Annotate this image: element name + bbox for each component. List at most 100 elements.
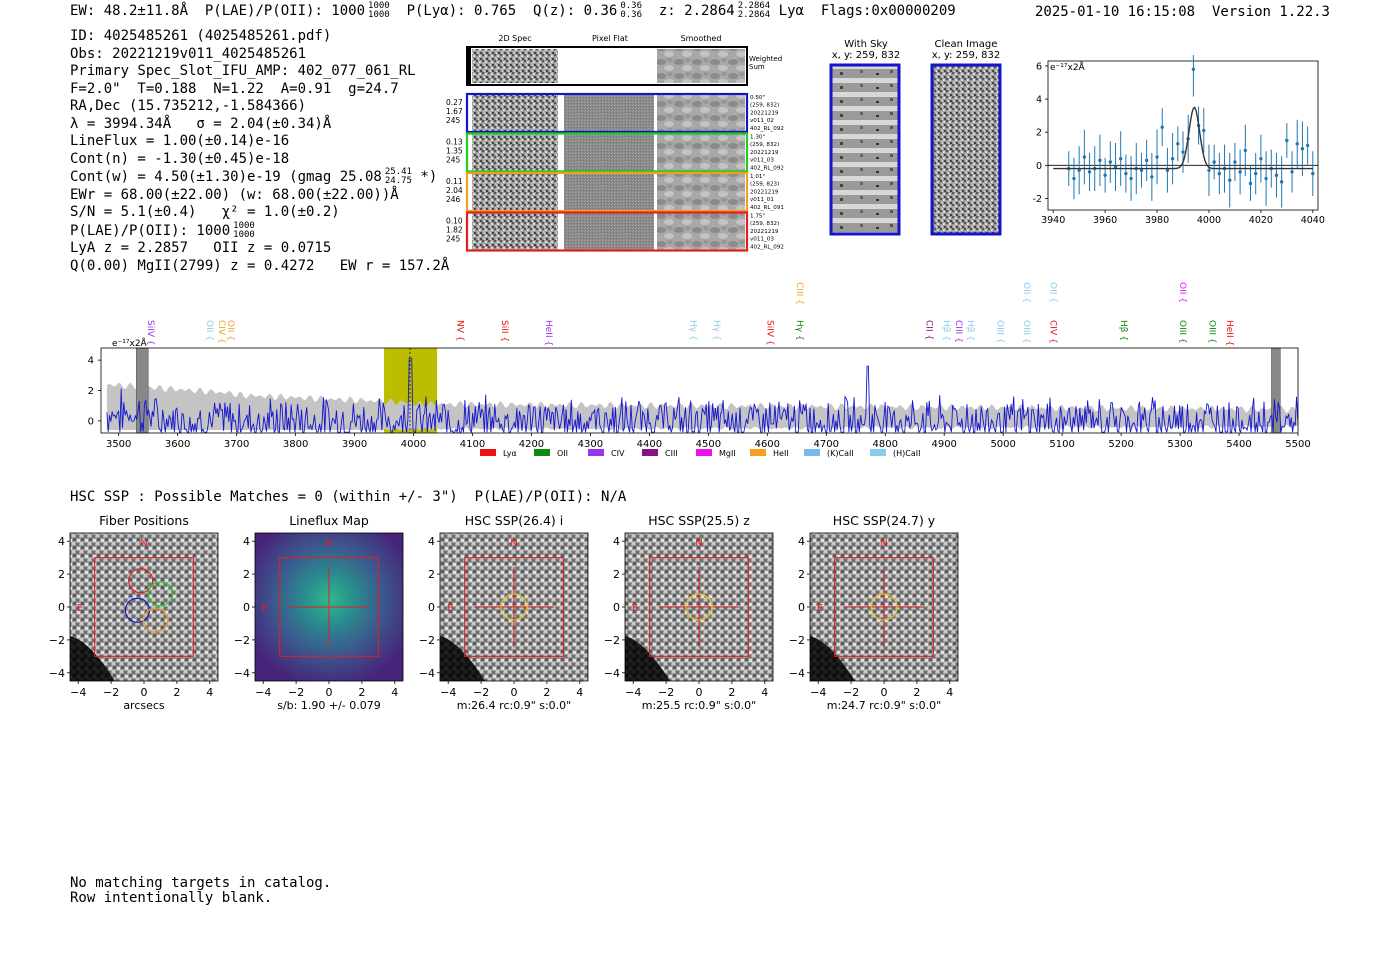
- spec-line-label-text: OIII {: [1021, 320, 1031, 344]
- hsc-xtick-label: −4: [440, 686, 456, 699]
- footer-line-2: Row intentionally blank.: [70, 890, 273, 906]
- with-sky-coords: x, y: 259, 832: [832, 50, 901, 61]
- spec-line-label: CIV {: [1047, 320, 1057, 344]
- spec-line-label: OIII {: [1021, 320, 1031, 344]
- zoom-xtick-label: 4020: [1249, 215, 1273, 226]
- hsc-panel-sub: m:24.7 rc:0.9" s:0.0": [827, 699, 942, 712]
- hsc-panel: HSC SSP(26.4) i N E 4 2 0 −2 −4 −4 −2 0 2 4 m:26.4 rc…: [419, 513, 589, 712]
- hsc-aperture: [500, 593, 528, 621]
- info-obs: Obs: 20221219v011_4025485261: [70, 45, 307, 62]
- hsc-ytick-label: −2: [49, 634, 65, 647]
- hsc-xtick-label: −4: [70, 686, 86, 699]
- cutout-row-frame: [465, 132, 749, 173]
- info-plae-frac: 1000 1000: [233, 220, 255, 240]
- cutout-2dspec: [472, 213, 558, 250]
- spec-line-label: Hβ {: [1118, 320, 1128, 341]
- spec-line-label-text: OII {: [1021, 282, 1031, 303]
- spec-line-label: HeII {: [1224, 320, 1234, 346]
- zoom-ytick-label: 6: [1036, 61, 1042, 72]
- clean-coords: x, y: 259, 832: [932, 50, 1001, 61]
- hsc-xtick-label: −2: [843, 686, 859, 699]
- flags-text: Flags:0x00000209: [820, 3, 956, 19]
- spec-line-label-text: CII {: [924, 320, 934, 340]
- col-header-2dspec: 2D Spec: [498, 34, 531, 43]
- spec-xtick-label: 4200: [519, 439, 544, 450]
- zoom-plot: e⁻¹⁷x2Å 3940 3960 3980 4000 4020 4040 6 4 2 0 -2: [1033, 55, 1325, 226]
- compass-north: N: [140, 538, 147, 549]
- zoom-point: [1124, 171, 1128, 176]
- compass-north: N: [695, 538, 702, 549]
- zoom-point: [1108, 160, 1113, 164]
- plae-frac: 1000 1000: [368, 1, 390, 20]
- hsc-panel-sub: m:26.4 rc:0.9" s:0.0": [457, 699, 572, 712]
- spec-xtick-label: 5000: [990, 439, 1015, 450]
- zoom-point: [1248, 181, 1253, 186]
- zoom-point: [1212, 160, 1216, 164]
- cutout-row-meta: v011_03: [750, 158, 774, 164]
- zoom-xtick-label: 3980: [1145, 215, 1169, 226]
- zoom-xtick-label: 4040: [1301, 215, 1325, 226]
- zoom-ytick-label: 2: [1036, 128, 1042, 139]
- legend-swatch: [870, 449, 886, 456]
- spec-line-label: OII {: [1047, 282, 1057, 303]
- zoom-point: [1113, 165, 1118, 169]
- zoom-point: [1253, 171, 1258, 176]
- hsc-xtick-label: −4: [255, 686, 271, 699]
- legend-label: (H)CaII: [893, 449, 920, 458]
- cutout-row-meta: 20221219: [750, 189, 779, 195]
- cutout-row-meta: 20221219: [750, 150, 779, 156]
- spectrum-plot: SiIV {OII {CIV {OII {NV {SiII {HeII {Hγ …: [88, 282, 1311, 458]
- cutout-row-meta: v011_03: [750, 237, 774, 243]
- cutout-row-value: 245: [446, 116, 461, 125]
- cutout-row-value: 0.27: [446, 98, 463, 107]
- line-labels: SiIV {OII {CIV {OII {NV {SiII {HeII {Hγ …: [145, 282, 1234, 346]
- hsc-xtick-label: 0: [881, 686, 888, 699]
- legend-swatch: [534, 449, 550, 456]
- spec-line-label-text: NV {: [455, 320, 465, 341]
- spec-flux-line: [106, 358, 1299, 434]
- cutout-row-frame: [465, 171, 749, 213]
- hsc-aperture: [685, 593, 713, 621]
- hsc-xtick-label: 2: [543, 686, 550, 699]
- hsc-panel: Lineflux Map N E 4 2 0 −2 −4 −4 −2 0 2 4 s/b: 1.90 +/…: [234, 513, 404, 712]
- hsc-xtick-label: −2: [288, 686, 304, 699]
- hsc-xtick-label: 0: [696, 686, 703, 699]
- spec-line-label: CII {: [924, 320, 934, 340]
- hsc-fiber-circle: [142, 607, 169, 633]
- zoom-point: [1150, 175, 1154, 179]
- compass-north: N: [325, 538, 332, 549]
- spec-xtick-label: 5100: [1049, 439, 1074, 450]
- hsc-ytick-label: 2: [428, 568, 435, 581]
- spec-xtick-label: 5400: [1226, 439, 1251, 450]
- cutout-row-value: 0.11: [446, 177, 463, 186]
- spec-line-label: OIII {: [1207, 320, 1217, 344]
- legend-swatch: [696, 449, 712, 456]
- cutout-smoothed: [657, 213, 745, 250]
- legend-label: CIII: [665, 449, 678, 458]
- zoom-point: [1233, 160, 1237, 164]
- zoom-point: [1300, 147, 1305, 151]
- zoom-point: [1290, 170, 1294, 174]
- spec-line-label: OII {: [225, 320, 235, 341]
- info-contw-row: Cont(w) = 4.50(±1.30)e-19 (gmag 25.08 25.…: [70, 168, 449, 187]
- cutout-row-value: 1.35: [446, 147, 463, 156]
- zoom-point: [1087, 170, 1092, 174]
- spec-line-label-text: Hβ {: [1118, 320, 1128, 341]
- hsc-ytick-label: 2: [613, 568, 620, 581]
- spec-xtick-label: 4000: [401, 439, 426, 450]
- header-line: EW: 48.2±11.8Å P(LAE)/P(OII): 1000 1000 10…: [70, 2, 956, 20]
- qz-text: Q(z): 0.36: [533, 3, 618, 19]
- spec-line-label: OII {: [1021, 282, 1031, 303]
- hsc-ytick-label: 0: [798, 601, 805, 614]
- compass-east: E: [262, 603, 268, 614]
- header-right: 2025-01-10 16:15:08 Version 1.22.3: [1035, 4, 1330, 20]
- spec-xtick-label: 3700: [224, 439, 249, 450]
- cutout-row-meta: 1.75": [750, 214, 765, 220]
- clean-title: Clean Image: [935, 39, 998, 50]
- zoom-point: [1295, 142, 1299, 146]
- zoom-point: [1311, 171, 1315, 176]
- spec-xtick-label: 5500: [1285, 439, 1310, 450]
